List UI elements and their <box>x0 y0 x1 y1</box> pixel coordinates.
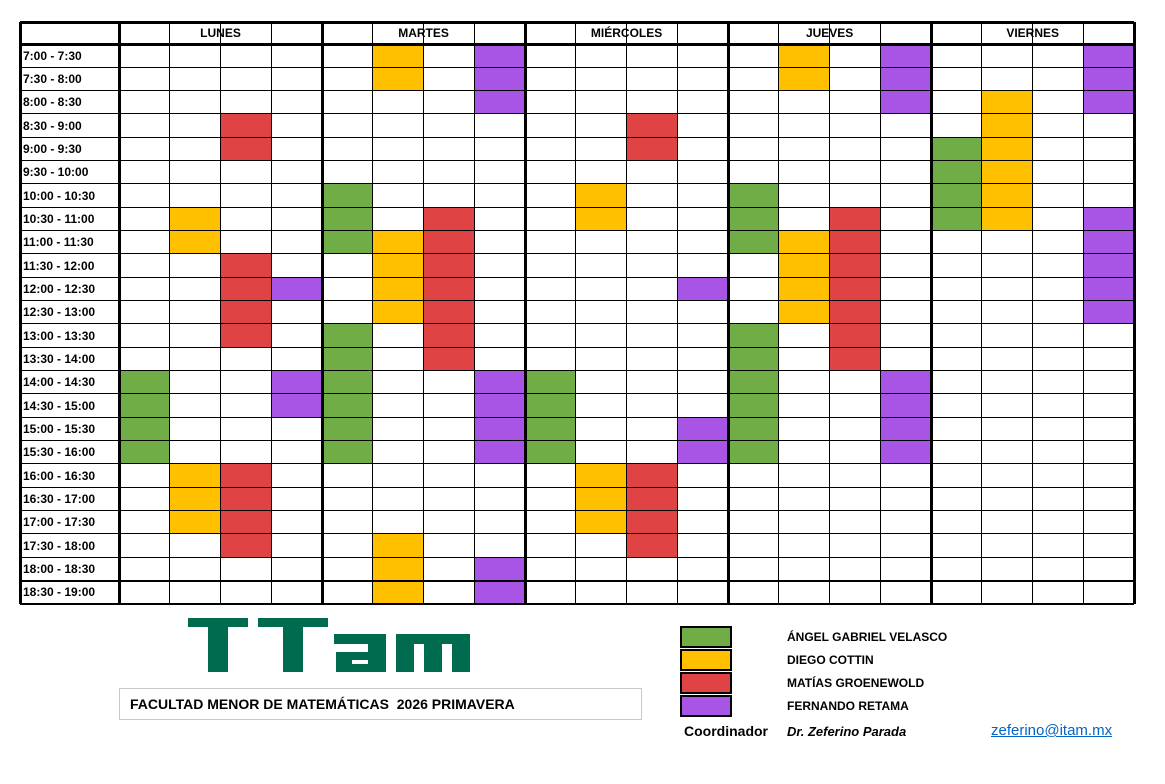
itam-logo <box>188 618 470 672</box>
grid-line <box>20 323 1135 325</box>
time-slot-label: 17:00 - 17:30 <box>23 515 96 530</box>
time-slot-label: 12:30 - 13:00 <box>23 305 96 320</box>
grid-line <box>20 440 1135 442</box>
time-slot-label: 16:30 - 17:00 <box>23 491 96 506</box>
time-slot-label: 12:00 - 12:30 <box>23 281 96 296</box>
coordinator-name: Dr. Zeferino Parada <box>787 724 907 739</box>
time-slot-label: 7:00 - 7:30 <box>23 48 82 63</box>
time-slot-label: 8:30 - 9:00 <box>23 118 82 133</box>
grid-line <box>20 206 1135 208</box>
grid-line <box>524 22 527 604</box>
grid-line <box>626 22 628 604</box>
time-slot-label: 8:00 - 8:30 <box>23 95 82 110</box>
grid-line <box>20 510 1135 512</box>
grid-line <box>20 533 1135 535</box>
schedule-block-retama <box>677 277 729 301</box>
legend-name: ÁNGEL GABRIEL VELASCO <box>787 630 948 644</box>
grid-line <box>220 22 222 604</box>
time-slot-label: 16:00 - 16:30 <box>23 468 96 483</box>
legend-swatch <box>680 649 732 671</box>
grid-line <box>321 22 324 604</box>
schedule-grid: LUNESMARTESMIÉRCOLESJUEVESVIERNES7:00 - … <box>19 21 1142 606</box>
grid-line <box>20 136 1135 138</box>
schedule-block-velasco <box>728 183 779 254</box>
grid-line <box>20 463 1135 465</box>
schedule-block-groenewold <box>829 207 881 371</box>
grid-line <box>20 602 1135 606</box>
grid-line <box>20 43 1135 46</box>
coordinator-label: Coordinador <box>684 723 768 739</box>
grid-line <box>20 253 1135 255</box>
schedule-block-retama <box>1083 44 1135 114</box>
grid-line <box>879 22 881 604</box>
time-slot-label: 7:30 - 8:00 <box>23 71 82 86</box>
legend-name: FERNANDO RETAMA <box>787 699 909 713</box>
time-slot-label: 15:30 - 16:00 <box>23 445 96 460</box>
grid-line <box>270 22 272 604</box>
grid-line <box>20 416 1135 418</box>
grid-line <box>1082 22 1084 604</box>
grid-line <box>1032 22 1034 604</box>
grid-line <box>575 22 577 604</box>
schedule-block-groenewold <box>423 207 475 371</box>
grid-line <box>20 393 1135 395</box>
schedule-block-cottin <box>575 463 627 534</box>
grid-line <box>20 370 1135 372</box>
grid-line <box>19 22 22 604</box>
time-slot-label: 17:30 - 18:00 <box>23 538 96 553</box>
grid-line <box>423 22 425 604</box>
time-slot-label: 13:30 - 14:00 <box>23 351 96 366</box>
grid-line <box>118 22 121 604</box>
legend-swatch <box>680 695 732 717</box>
time-slot-label: 11:00 - 11:30 <box>23 235 94 250</box>
legend-name: MATÍAS GROENEWOLD <box>787 676 925 690</box>
grid-line <box>372 22 374 604</box>
time-slot-label: 9:00 - 9:30 <box>23 141 82 156</box>
grid-line <box>778 22 780 604</box>
grid-line <box>20 556 1135 558</box>
time-slot-label: 10:30 - 11:00 <box>23 211 95 226</box>
grid-line <box>20 230 1135 232</box>
time-slot-label: 9:30 - 10:00 <box>23 165 89 180</box>
time-slot-label: 11:30 - 12:00 <box>23 258 95 273</box>
grid-line <box>20 90 1135 92</box>
grid-line <box>20 300 1135 302</box>
grid-line <box>20 113 1135 115</box>
grid-line <box>20 579 1135 583</box>
grid-line <box>20 21 1135 24</box>
schedule-block-retama <box>474 44 526 114</box>
legend-swatch <box>680 672 732 694</box>
schedule-block-velasco <box>322 183 373 254</box>
grid-line <box>1133 22 1136 604</box>
time-slot-label: 14:30 - 15:00 <box>23 398 96 413</box>
grid-line <box>20 276 1135 278</box>
grid-line <box>169 22 171 604</box>
grid-line <box>727 22 730 604</box>
legend-name: DIEGO COTTIN <box>787 653 874 667</box>
faculty-title: FACULTAD MENOR DE MATEMÁTICAS 2026 PRIMA… <box>119 688 642 720</box>
time-slot-label: 10:00 - 10:30 <box>23 188 96 203</box>
grid-line <box>930 22 933 604</box>
grid-line <box>20 183 1135 185</box>
time-slot-label: 13:00 - 13:30 <box>23 328 96 343</box>
coordinator-email-link[interactable]: zeferino@itam.mx <box>991 722 1113 739</box>
grid-line <box>20 160 1135 162</box>
schedule-block-retama <box>880 44 932 114</box>
time-slot-label: 18:00 - 18:30 <box>23 561 96 576</box>
grid-line <box>20 66 1135 68</box>
grid-line <box>981 22 983 604</box>
schedule-block-cottin <box>169 463 221 534</box>
grid-line <box>473 22 475 604</box>
grid-line <box>20 346 1135 348</box>
schedule-block-retama <box>271 277 323 301</box>
grid-line <box>20 486 1135 488</box>
grid-line <box>829 22 831 604</box>
time-slot-label: 18:30 - 19:00 <box>23 585 96 600</box>
schedule-block-retama <box>1083 207 1135 324</box>
schedule-block-cottin <box>372 533 424 604</box>
legend-swatch <box>680 626 732 648</box>
grid-line <box>676 22 678 604</box>
time-slot-label: 15:00 - 15:30 <box>23 421 96 436</box>
time-slot-label: 14:00 - 14:30 <box>23 375 96 390</box>
